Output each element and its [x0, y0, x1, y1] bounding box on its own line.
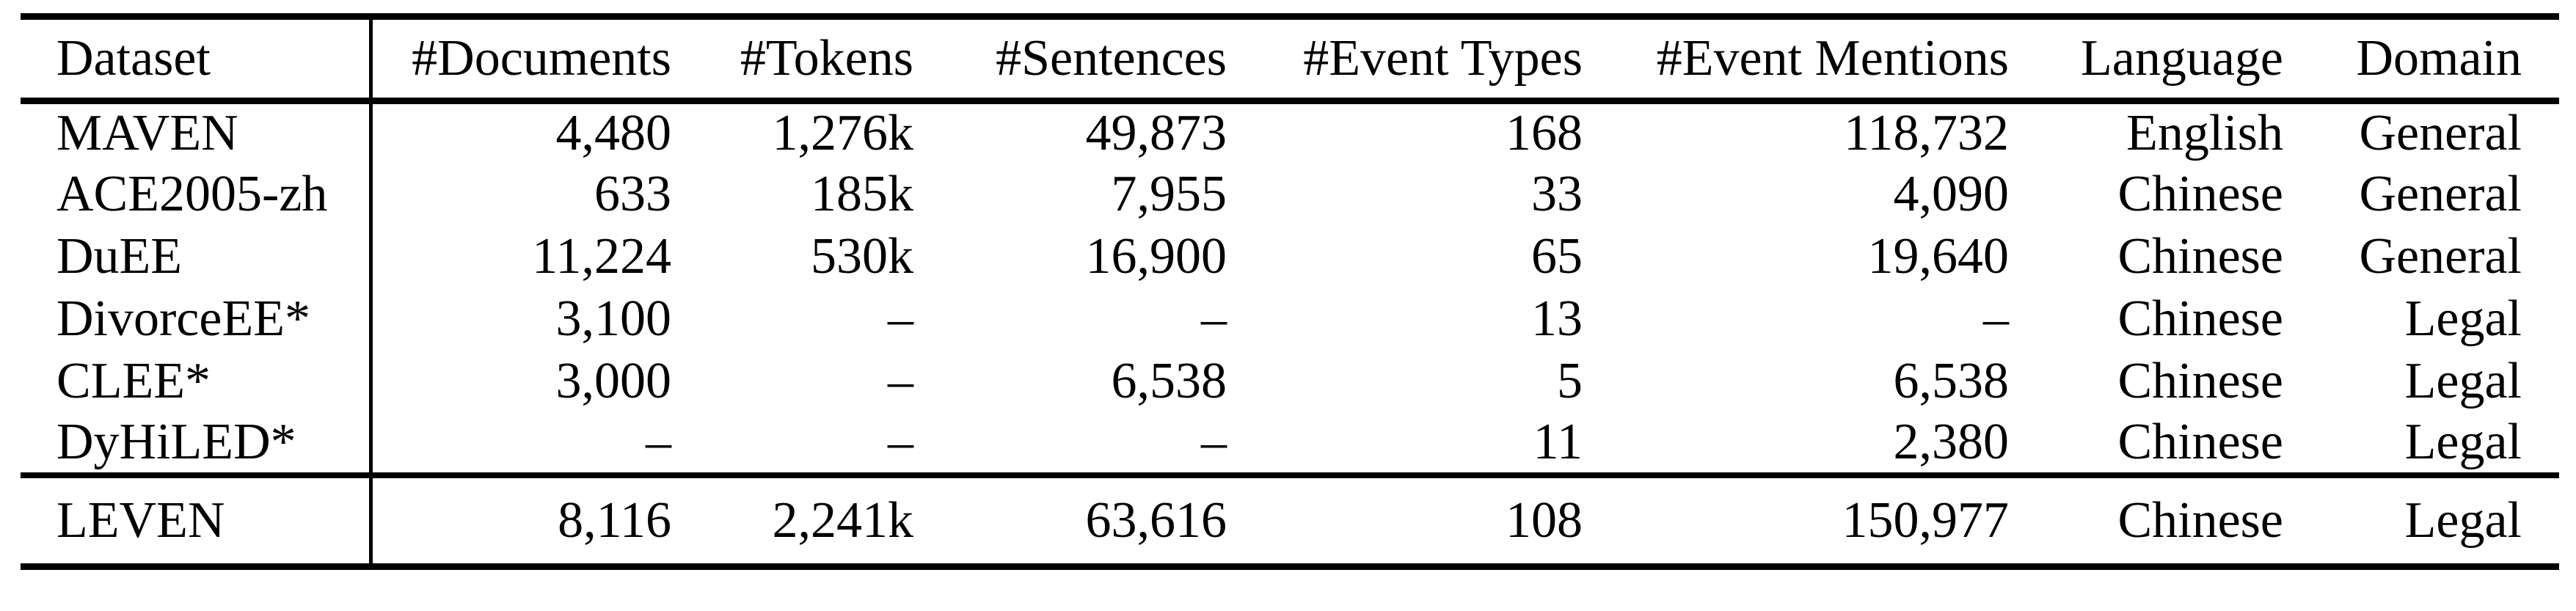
cell-documents: 3,100: [555, 290, 672, 347]
cell-language: Chinese: [2009, 472, 2283, 567]
column-header-domain: Domain: [2283, 16, 2559, 104]
cell-dataset: LEVEN: [21, 472, 373, 567]
table-row-duee: DuEE 11,224 530k 16,900 65 19,640 Chines…: [21, 225, 2559, 288]
header-row: Dataset #Documents #Tokens #Sentences #E…: [21, 16, 2559, 104]
cell-tokens: 185k: [811, 166, 913, 222]
cell-dataset: DuEE: [21, 225, 373, 288]
table-row-clee: CLEE* 3,000 – 6,538 5 6,538 Chinese Lega…: [21, 350, 2559, 413]
table-row-leven: LEVEN 8,116 2,241k 63,616 108 150,977 Ch…: [21, 472, 2559, 567]
cell-documents: 4,480: [555, 105, 672, 162]
cell-tokens: 530k: [811, 228, 913, 285]
cell-event-mentions: 19,640: [1867, 228, 2010, 285]
cell-dataset: CLEE*: [21, 350, 373, 413]
table-row-dyhiled: DyHiLED* – – – 11 2,380 Chinese Legal: [21, 412, 2559, 475]
cell-event-types: 65: [1531, 228, 1583, 285]
cell-language: Chinese: [2117, 290, 2283, 347]
cell-event-mentions: 2,380: [1893, 414, 2010, 470]
cell-tokens: –: [888, 353, 913, 409]
cell-domain: Legal: [2404, 414, 2522, 470]
cell-event-mentions: 6,538: [1893, 353, 2010, 409]
table-row-maven: MAVEN 4,480 1,276k 49,873 168 118,732 En…: [21, 100, 2559, 164]
cell-event-types: 108: [1227, 472, 1583, 567]
cell-sentences: –: [1201, 414, 1227, 470]
cell-documents: –: [646, 414, 671, 470]
cell-domain: General: [2359, 166, 2522, 222]
cell-sentences: 49,873: [1085, 105, 1227, 162]
cell-event-types: 13: [1531, 290, 1583, 347]
cell-language: Chinese: [2117, 228, 2283, 285]
table-footer: LEVEN 8,116 2,241k 63,616 108 150,977 Ch…: [21, 472, 2559, 567]
table-row-divorceee: DivorceEE* 3,100 – – 13 – Chinese Legal: [21, 288, 2559, 351]
column-header-event-mentions: #Event Mentions: [1583, 16, 2009, 104]
cell-sentences: 6,538: [1111, 353, 1227, 409]
cell-event-types: 11: [1533, 414, 1583, 470]
cell-domain: Legal: [2404, 290, 2522, 347]
cell-tokens: 2,241k: [671, 472, 913, 567]
cell-event-mentions: –: [1983, 290, 2009, 347]
cell-domain: Legal: [2283, 472, 2559, 567]
cell-sentences: 63,616: [913, 472, 1227, 567]
cell-language: Chinese: [2117, 353, 2283, 409]
cell-sentences: 7,955: [1111, 166, 1227, 222]
cell-sentences: 16,900: [1085, 228, 1227, 285]
cell-event-mentions: 118,732: [1844, 105, 2009, 162]
cell-domain: General: [2359, 228, 2522, 285]
cell-event-types: 5: [1557, 353, 1583, 409]
dataset-statistics-table: Dataset #Documents #Tokens #Sentences #E…: [21, 13, 2559, 570]
table-row-ace2005-zh: ACE2005-zh 633 185k 7,955 33 4,090 Chine…: [21, 163, 2559, 226]
column-header-dataset: Dataset: [21, 16, 373, 104]
cell-domain: General: [2359, 105, 2522, 162]
column-header-documents: #Documents: [371, 16, 671, 104]
cell-dataset: MAVEN: [21, 100, 373, 164]
cell-language: English: [2126, 105, 2283, 162]
cell-domain: Legal: [2404, 353, 2522, 409]
table-body: MAVEN 4,480 1,276k 49,873 168 118,732 En…: [21, 100, 2559, 475]
cell-documents: 3,000: [555, 353, 672, 409]
cell-documents: 8,116: [371, 472, 671, 567]
cell-language: Chinese: [2117, 166, 2283, 222]
cell-dataset: DivorceEE*: [21, 288, 373, 351]
column-header-language: Language: [2009, 16, 2283, 104]
cell-tokens: –: [888, 290, 913, 347]
table-header: Dataset #Documents #Tokens #Sentences #E…: [21, 16, 2559, 104]
column-header-event-types: #Event Types: [1227, 16, 1583, 104]
cell-tokens: –: [888, 414, 913, 470]
column-header-tokens: #Tokens: [671, 16, 913, 104]
cell-event-mentions: 4,090: [1893, 166, 2010, 222]
cell-sentences: –: [1201, 290, 1227, 347]
cell-dataset: ACE2005-zh: [21, 163, 373, 226]
cell-dataset: DyHiLED*: [21, 412, 373, 475]
cell-event-types: 168: [1506, 105, 1583, 162]
cell-event-types: 33: [1531, 166, 1583, 222]
cell-event-mentions: 150,977: [1583, 472, 2009, 567]
column-header-sentences: #Sentences: [913, 16, 1227, 104]
cell-language: Chinese: [2117, 414, 2283, 470]
cell-documents: 11,224: [532, 228, 671, 285]
cell-tokens: 1,276k: [772, 105, 914, 162]
cell-documents: 633: [594, 166, 671, 222]
